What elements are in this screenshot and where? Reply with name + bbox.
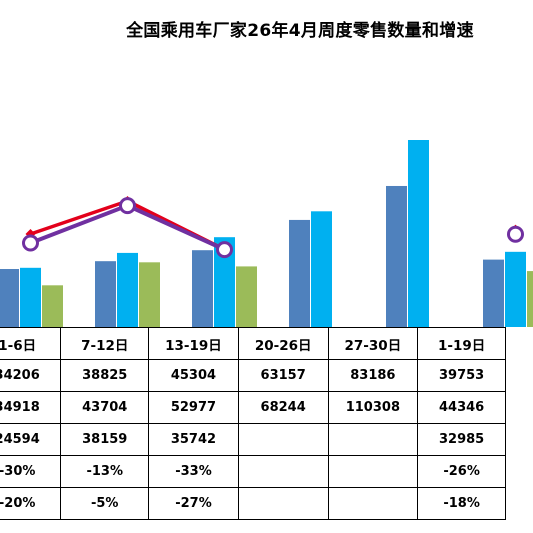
table-cell: 68244	[237, 391, 329, 424]
table-cell: 52977	[148, 391, 239, 424]
line-point-circle	[22, 234, 39, 252]
bar	[95, 261, 116, 327]
table-cell: 34206	[0, 359, 62, 392]
table-cell: 35742	[148, 423, 239, 456]
table-cell: 83186	[327, 359, 419, 392]
table-cell: 38159	[60, 423, 150, 456]
table-cell: 43704	[60, 391, 150, 424]
series-line-segment	[125, 203, 227, 252]
bar	[139, 262, 160, 327]
table-cell	[327, 423, 419, 456]
table-cell: 63157	[237, 359, 329, 392]
table-cell: -18%	[417, 487, 506, 520]
category-label: 1-19日	[417, 327, 506, 360]
data-table: 1-6日 7-12日 13-19日 20-26日 27-30日 1-19日 34…	[0, 327, 506, 520]
bar	[386, 185, 407, 327]
table-cell: 45304	[148, 359, 239, 392]
bar	[505, 251, 526, 327]
table-cell: 32985	[417, 423, 506, 456]
table-cell	[237, 455, 329, 488]
line-point-circle	[216, 241, 233, 259]
category-label: 20-26日	[237, 327, 329, 360]
table-row: -20% -5% -27% -18%	[0, 487, 506, 520]
chart-title: 全国乘用车厂家26年4月周度零售数量和增速	[126, 21, 474, 41]
bars-layer	[0, 140, 533, 327]
bar	[289, 219, 310, 327]
table-cell: 110308	[327, 391, 419, 424]
bar	[236, 266, 257, 327]
table-cell: -30%	[0, 455, 62, 488]
bar	[527, 271, 533, 327]
table-cell: -27%	[148, 487, 239, 520]
category-label: 27-30日	[327, 327, 419, 360]
series-line-segment	[28, 199, 130, 236]
table-cell: -33%	[148, 455, 239, 488]
table-cell: 24594	[0, 423, 62, 456]
table-cell: -20%	[0, 487, 62, 520]
bar	[42, 285, 63, 327]
lines-layer	[22, 196, 524, 259]
table-cell	[237, 487, 329, 520]
category-label: 1-6日	[0, 327, 62, 360]
bar	[483, 259, 504, 327]
bar	[192, 250, 213, 327]
table-cell	[237, 423, 329, 456]
table-cell: -5%	[60, 487, 150, 520]
table-cell: 38825	[60, 359, 150, 392]
category-label: 13-19日	[148, 327, 239, 360]
table-row: 24594 38159 35742 32985	[0, 423, 506, 456]
table-cell: 44346	[417, 391, 506, 424]
series-line-segment	[28, 203, 130, 245]
table-row: 34206 38825 45304 63157 83186 39753	[0, 359, 506, 392]
table-header-row: 1-6日 7-12日 13-19日 20-26日 27-30日 1-19日	[0, 327, 506, 360]
bar	[408, 140, 429, 327]
bar	[20, 267, 41, 327]
table-cell	[327, 455, 419, 488]
category-label: 7-12日	[60, 327, 150, 360]
line-point-circle	[119, 197, 136, 215]
bar	[0, 269, 19, 327]
bar	[117, 252, 138, 327]
table-cell: -26%	[417, 455, 506, 488]
table-cell	[327, 487, 419, 520]
table-cell: -13%	[60, 455, 150, 488]
table-cell: 39753	[417, 359, 506, 392]
line-point-circle	[507, 225, 524, 243]
bar	[311, 211, 332, 327]
bar	[214, 237, 235, 327]
table-row: -30% -13% -33% -26%	[0, 455, 506, 488]
